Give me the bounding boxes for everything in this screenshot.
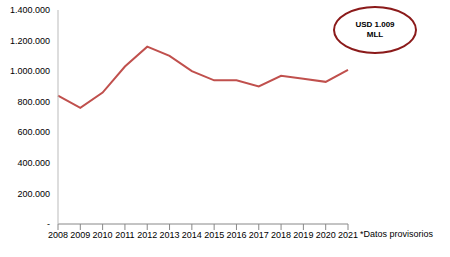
svg-text:2017: 2017: [249, 230, 269, 240]
svg-text:2020: 2020: [316, 230, 336, 240]
svg-text:1.000.000: 1.000.000: [10, 66, 50, 76]
svg-text:2018: 2018: [271, 230, 291, 240]
svg-text:2013: 2013: [160, 230, 180, 240]
svg-text:2014: 2014: [182, 230, 202, 240]
svg-text:2012: 2012: [137, 230, 157, 240]
svg-text:400.000: 400.000: [17, 158, 50, 168]
svg-text:2019: 2019: [293, 230, 313, 240]
svg-text:2008: 2008: [48, 230, 68, 240]
svg-text:2011: 2011: [115, 230, 134, 240]
svg-text:2016: 2016: [226, 230, 246, 240]
html-text:*Datos provisorios: *Datos provisorios: [360, 229, 433, 239]
html-text:USD 1.009: USD 1.009: [355, 20, 395, 29]
svg-text:1.200.000: 1.200.000: [10, 36, 50, 46]
svg-text:2009: 2009: [70, 230, 90, 240]
svg-text:200.000: 200.000: [17, 189, 50, 199]
svg-text:-: -: [47, 219, 50, 229]
svg-text:2021: 2021: [338, 230, 358, 240]
svg-text:800.000: 800.000: [17, 97, 50, 107]
svg-text:600.000: 600.000: [17, 127, 50, 137]
html-text:MLL: MLL: [366, 30, 384, 39]
svg-text:1.400.000: 1.400.000: [10, 5, 50, 15]
svg-text:2015: 2015: [204, 230, 224, 240]
svg-text:2010: 2010: [93, 230, 113, 240]
